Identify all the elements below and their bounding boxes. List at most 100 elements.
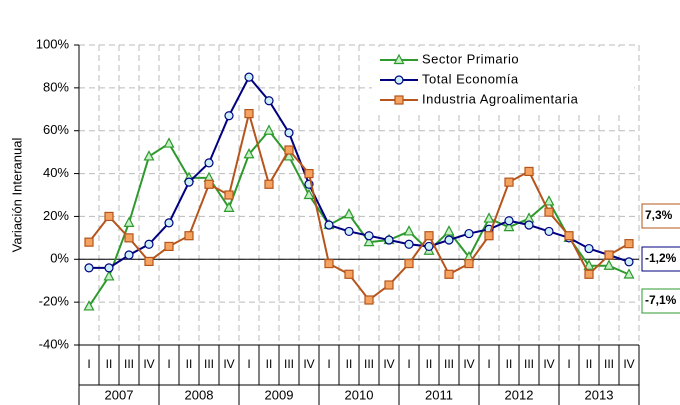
end-label-box <box>641 288 680 314</box>
point <box>124 250 134 260</box>
x-tick-label: II <box>346 357 353 371</box>
x-tick-label: III <box>444 357 454 371</box>
point <box>603 259 615 270</box>
point <box>404 258 414 269</box>
point <box>604 250 614 260</box>
y-tick-label: 60% <box>43 122 69 137</box>
x-tick-label: III <box>284 357 294 371</box>
end-label: -7,1% <box>645 293 677 307</box>
point <box>503 220 515 232</box>
x-tick-label: II <box>266 357 273 371</box>
x-tick-label: III <box>524 357 534 371</box>
year-label: 2009 <box>265 387 294 402</box>
point <box>424 231 434 241</box>
point <box>144 239 154 249</box>
point <box>303 188 315 200</box>
point <box>103 270 115 281</box>
x-tick-label: III <box>204 357 214 371</box>
point <box>404 239 414 249</box>
x-tick-label: I <box>407 357 410 371</box>
point <box>444 269 454 279</box>
y-tick-label: 20% <box>43 208 69 223</box>
x-tick-label: IV <box>463 357 474 371</box>
point <box>123 216 135 227</box>
point <box>104 263 114 273</box>
x-tick-label: IV <box>543 357 554 371</box>
point <box>364 231 374 241</box>
x-tick-label: II <box>106 357 113 371</box>
x-tick-label: IV <box>303 357 314 371</box>
point <box>224 190 234 200</box>
point <box>264 179 274 189</box>
point <box>104 211 114 222</box>
x-tick-label: II <box>186 357 193 371</box>
point <box>384 280 394 290</box>
point <box>564 231 574 241</box>
y-tick-label: 80% <box>43 79 69 94</box>
point <box>263 124 275 135</box>
point <box>324 258 334 269</box>
point <box>124 233 134 243</box>
point <box>324 220 334 230</box>
point <box>184 231 194 241</box>
point <box>223 201 235 212</box>
y-tick-label: -40% <box>39 336 70 351</box>
point <box>584 243 594 254</box>
point <box>264 96 274 106</box>
x-tick-label: IV <box>143 357 154 371</box>
legend-label: Industria Agroalimentaria <box>422 91 579 106</box>
y-tick-label: 40% <box>43 165 69 180</box>
end-label: -1,2% <box>645 251 677 265</box>
x-tick-label: IV <box>223 357 234 371</box>
y-axis-label: Variación Interanual <box>9 138 24 253</box>
point <box>224 111 234 121</box>
x-tick-label: II <box>586 357 593 371</box>
point <box>84 263 94 273</box>
y-tick-label: -20% <box>39 294 70 309</box>
point <box>363 235 375 247</box>
x-tick-label: I <box>487 357 490 371</box>
point <box>394 95 404 105</box>
point <box>484 231 494 241</box>
y-tick-label: 0% <box>50 251 69 266</box>
point <box>244 108 254 119</box>
point <box>393 53 405 65</box>
x-tick-label: I <box>247 357 250 371</box>
point <box>403 225 415 236</box>
point <box>184 177 194 187</box>
legend-label: Sector Primario <box>422 51 519 66</box>
point <box>243 148 255 159</box>
point <box>544 207 554 217</box>
point <box>624 239 634 249</box>
point <box>524 166 534 177</box>
point <box>444 235 454 245</box>
year-label: 2012 <box>505 387 534 402</box>
year-label: 2013 <box>585 387 614 402</box>
point <box>204 158 214 168</box>
series-line <box>88 109 630 302</box>
end-label-box <box>641 203 680 229</box>
x-tick-label: II <box>506 357 513 371</box>
x-tick-label: I <box>167 357 170 371</box>
point <box>84 237 94 247</box>
point <box>424 241 434 252</box>
series-line <box>88 129 630 307</box>
x-tick-label: III <box>364 357 374 371</box>
point <box>143 150 155 161</box>
point <box>304 168 314 179</box>
end-label: 7,3% <box>645 208 673 222</box>
point <box>524 220 534 230</box>
point <box>344 269 354 279</box>
point <box>384 235 394 245</box>
series-line <box>89 75 630 269</box>
point <box>624 257 634 267</box>
point <box>483 212 495 223</box>
point <box>443 225 455 236</box>
point <box>394 75 404 85</box>
point <box>284 145 294 155</box>
x-tick-label: I <box>327 357 330 371</box>
point <box>504 177 514 187</box>
legend-label: Total Economía <box>422 71 519 86</box>
point <box>344 226 354 237</box>
